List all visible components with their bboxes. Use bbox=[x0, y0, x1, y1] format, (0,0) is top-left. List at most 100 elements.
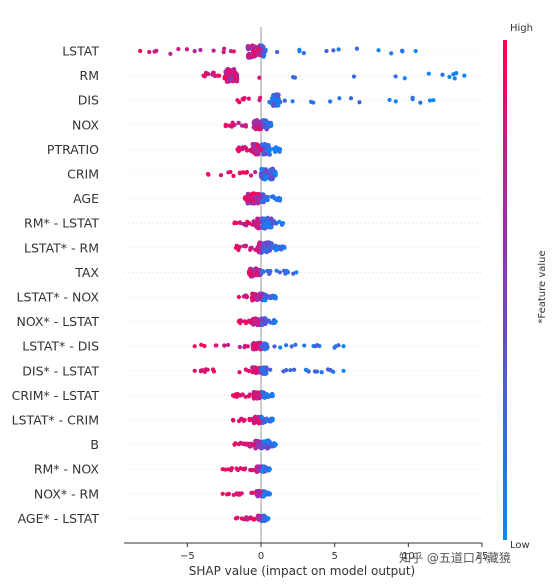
shap-point bbox=[273, 442, 278, 447]
shap-point bbox=[237, 370, 242, 375]
shap-point bbox=[250, 197, 256, 203]
shap-point bbox=[214, 343, 219, 348]
shap-point bbox=[257, 515, 263, 521]
shap-point bbox=[257, 393, 262, 399]
shap-point bbox=[232, 442, 237, 447]
shap-point bbox=[451, 72, 456, 77]
shap-point bbox=[239, 123, 245, 128]
shap-point bbox=[270, 103, 276, 108]
shap-point bbox=[255, 245, 260, 250]
shap-point bbox=[302, 343, 307, 348]
shap-point bbox=[247, 221, 252, 226]
shap-point bbox=[257, 75, 262, 80]
shap-point bbox=[223, 122, 228, 127]
shap-point bbox=[264, 392, 269, 397]
shap-point bbox=[341, 344, 346, 349]
shap-point bbox=[237, 220, 243, 225]
shap-point bbox=[354, 46, 360, 51]
shap-point bbox=[254, 196, 259, 202]
shap-point bbox=[278, 147, 283, 152]
shap-point bbox=[236, 418, 242, 424]
shap-point bbox=[205, 367, 210, 372]
shap-point bbox=[248, 417, 253, 422]
shap-point bbox=[393, 99, 398, 104]
shap-point bbox=[393, 74, 398, 79]
x-tick-label: 5 bbox=[331, 551, 337, 562]
shap-point bbox=[234, 394, 239, 399]
shap-point bbox=[462, 73, 467, 78]
shap-point bbox=[233, 75, 239, 80]
shap-point bbox=[418, 100, 423, 105]
shap-point bbox=[234, 466, 239, 471]
shap-point bbox=[336, 47, 341, 52]
shap-point bbox=[240, 170, 246, 175]
shap-point bbox=[222, 76, 227, 81]
feature-label: LSTAT* - RM bbox=[24, 240, 99, 255]
shap-point bbox=[245, 516, 250, 522]
shap-point bbox=[237, 344, 242, 350]
shap-points bbox=[138, 43, 467, 524]
shap-point bbox=[250, 468, 255, 473]
shap-point bbox=[263, 142, 268, 148]
shap-point bbox=[267, 271, 272, 277]
shap-point bbox=[252, 267, 257, 273]
shap-point bbox=[229, 70, 235, 76]
shap-point bbox=[241, 466, 246, 472]
shap-point bbox=[210, 367, 216, 372]
shap-point bbox=[233, 245, 239, 250]
shap-point bbox=[215, 73, 221, 78]
shap-point bbox=[221, 50, 226, 55]
feature-label: CRIM* - LSTAT bbox=[12, 388, 100, 403]
shap-point bbox=[242, 196, 247, 201]
shap-point bbox=[253, 126, 258, 131]
shap-point bbox=[260, 268, 265, 274]
shap-point bbox=[297, 49, 302, 54]
feature-label: RM* - LSTAT bbox=[24, 216, 99, 231]
shap-point bbox=[203, 70, 209, 75]
shap-point bbox=[231, 173, 236, 178]
shap-point bbox=[351, 74, 357, 79]
feature-rows: LSTAT RM DIS NOX PTRATIO CRIM AGE RM* - LSTAT LS… bbox=[12, 44, 482, 526]
shap-point bbox=[259, 174, 264, 180]
feature-label: LSTAT bbox=[62, 44, 99, 59]
shap-point bbox=[200, 368, 205, 373]
shap-point bbox=[274, 49, 280, 55]
colorbar-low-label: Low bbox=[510, 540, 530, 551]
shap-point bbox=[235, 147, 240, 152]
shap-point bbox=[263, 170, 269, 176]
shap-point bbox=[259, 344, 264, 349]
feature-label: AGE* - LSTAT bbox=[18, 511, 100, 526]
x-axis-title: SHAP value (impact on model output) bbox=[189, 564, 416, 578]
shap-point bbox=[331, 48, 336, 53]
shap-point bbox=[249, 295, 254, 300]
shap-point bbox=[278, 196, 283, 201]
shap-point bbox=[236, 294, 242, 300]
shap-point bbox=[227, 77, 233, 82]
shap-point bbox=[231, 49, 236, 54]
shap-point bbox=[426, 71, 431, 76]
shap-point bbox=[254, 118, 260, 123]
shap-point bbox=[252, 219, 257, 224]
shap-point bbox=[244, 170, 249, 175]
x-tick-label: 15 bbox=[476, 551, 489, 562]
shap-point bbox=[274, 197, 279, 203]
shap-point bbox=[253, 170, 258, 175]
shap-point bbox=[268, 100, 273, 105]
shap-point bbox=[268, 442, 273, 447]
shap-point bbox=[255, 417, 261, 423]
feature-label: RM bbox=[80, 68, 99, 83]
shap-point bbox=[284, 268, 289, 274]
shap-point bbox=[278, 247, 283, 252]
shap-point bbox=[268, 367, 273, 372]
shap-point bbox=[289, 344, 294, 349]
shap-point bbox=[184, 47, 190, 52]
shap-point bbox=[269, 122, 274, 127]
x-tick-label: −5 bbox=[180, 551, 195, 562]
feature-label: TAX bbox=[74, 265, 99, 280]
feature-label: AGE bbox=[73, 191, 99, 206]
feature-label: NOX* - LSTAT bbox=[17, 314, 100, 329]
shap-point bbox=[331, 369, 336, 374]
shap-point bbox=[241, 243, 246, 249]
shap-point bbox=[236, 120, 241, 126]
